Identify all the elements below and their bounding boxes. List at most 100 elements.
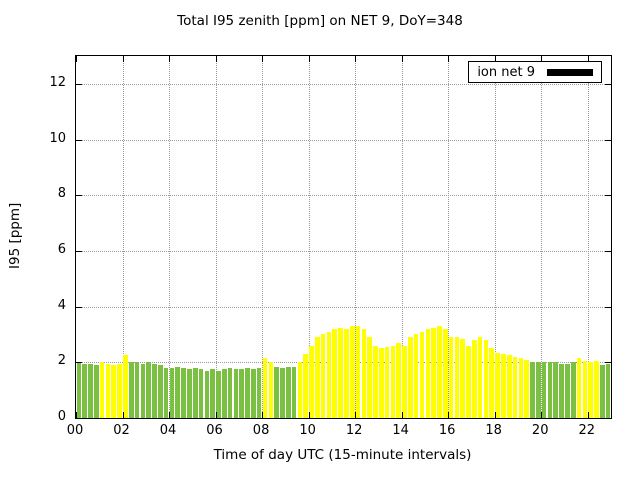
bar [158,365,163,418]
bar [233,369,239,418]
legend: ion net 9 [468,61,602,83]
x-tick-mark [308,56,310,62]
grid-line-v [494,56,496,418]
bar [256,367,262,418]
bar [175,366,181,418]
bar [268,362,274,418]
bar [355,326,361,418]
x-tick-mark [448,56,450,62]
grid-line-h [76,306,611,308]
x-tick-mark [262,412,264,418]
bar [297,362,303,418]
grid-line-v [355,56,357,418]
bar [384,347,390,418]
bar [431,327,436,418]
bar [221,369,227,418]
bar [315,337,320,418]
y-tick-mark [605,139,611,141]
bar [425,328,431,418]
bar [460,338,465,418]
bar [192,367,198,418]
y-tick-mark [76,418,82,419]
bar [541,362,547,418]
bar [576,358,582,418]
grid-line-v [122,56,124,418]
bar [448,337,454,418]
bar [245,367,250,418]
grid-line-v [308,56,310,418]
bar [117,363,122,418]
bar [373,345,378,418]
x-tick-label: 20 [531,423,549,438]
y-tick-label: 6 [57,241,66,257]
bar [570,362,576,418]
grid-line-v [541,56,543,418]
bar [338,327,343,418]
bar [605,363,611,418]
y-tick-label: 10 [49,130,66,146]
bar [530,362,535,418]
bar [88,363,93,418]
grid-line-h [76,195,611,197]
y-tick-label: 12 [49,74,66,90]
bar [280,367,285,418]
x-tick-mark [308,412,310,418]
x-axis-label: Time of day UTC (15-minute intervals) [213,447,472,463]
bar [594,360,599,418]
grid-line-h [76,362,611,364]
x-tick-mark [262,56,264,62]
bar [99,362,105,418]
bar [477,337,483,418]
x-tick-mark [122,56,124,62]
bar [204,370,210,418]
bar [559,363,564,418]
bar [483,340,489,418]
bar [396,342,402,418]
bar [128,362,134,418]
bar [512,356,518,418]
x-tick-label: 04 [159,423,177,438]
grid-line-v [448,56,450,418]
bar [239,369,245,418]
y-tick-label: 2 [57,353,66,369]
bar [105,363,111,418]
x-tick-mark [122,412,124,418]
bar [274,366,279,418]
y-tick-mark [605,362,611,364]
x-tick-mark [587,56,589,62]
bar [123,355,128,418]
grid-line-v [169,56,171,418]
bar [472,340,477,418]
bar [349,326,355,418]
y-tick-mark [76,195,82,197]
bar [181,367,186,418]
bar [489,348,495,418]
grid-line-v [262,56,264,418]
x-tick-mark [169,412,171,418]
bar [210,369,215,418]
bar [442,328,448,418]
plot-area: ion net 9 [75,55,612,419]
x-tick-mark [541,56,543,62]
bar [536,362,541,418]
x-tick-mark [494,56,496,62]
bar [524,359,529,418]
bar [146,362,151,418]
y-tick-mark [605,306,611,308]
bar [454,337,460,418]
x-tick-mark [215,56,217,62]
bar [466,345,471,418]
bar [599,365,605,418]
x-tick-label: 08 [252,423,270,438]
legend-swatch [547,68,593,76]
bar [82,363,88,418]
y-tick-label: 8 [57,186,66,202]
bar [326,331,332,418]
bar [361,328,367,418]
bar [547,362,553,418]
grid-line-h [76,139,611,141]
x-tick-mark [401,56,403,62]
x-tick-label: 06 [206,423,223,438]
bar [291,366,297,418]
